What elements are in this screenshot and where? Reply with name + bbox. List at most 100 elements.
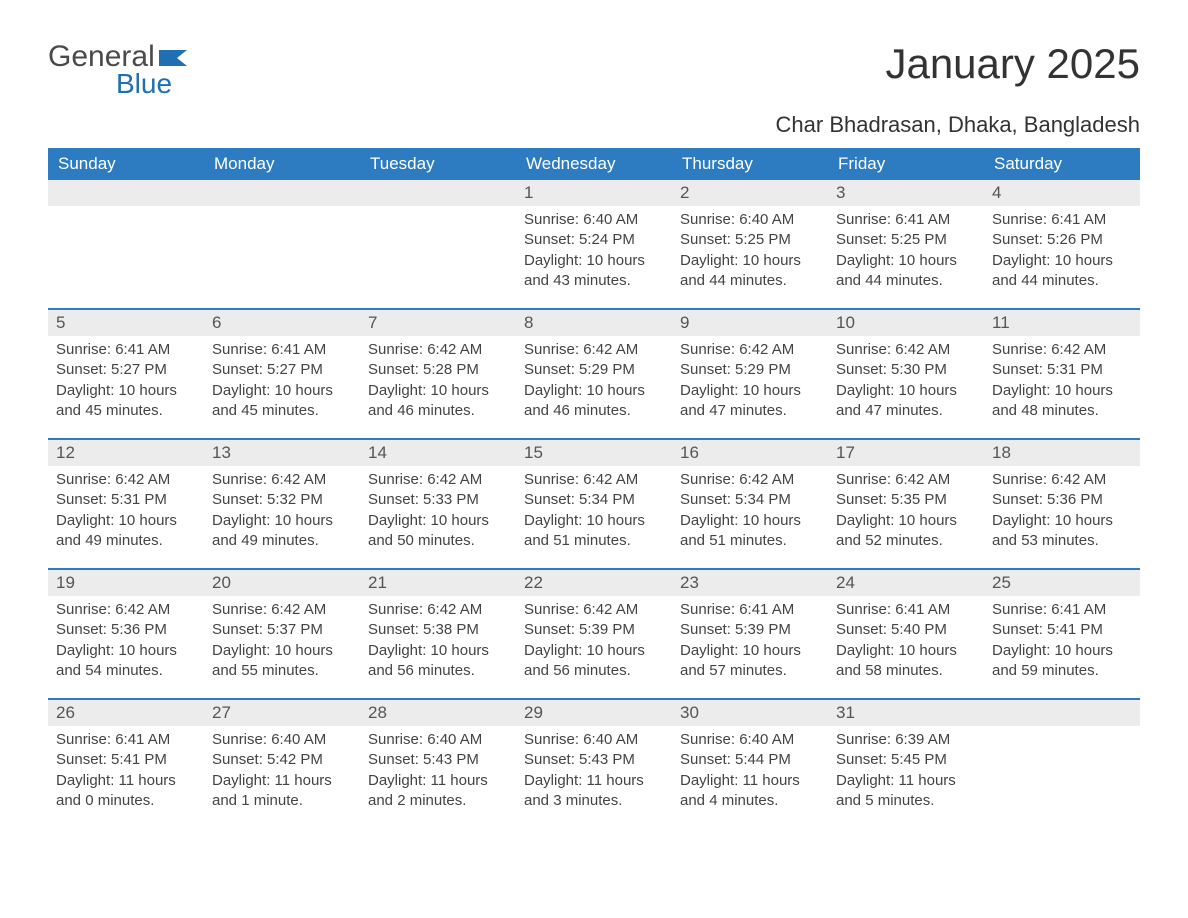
day-body: Sunrise: 6:41 AMSunset: 5:26 PMDaylight:… — [984, 206, 1140, 299]
day-number: 24 — [828, 570, 984, 596]
day-cell: 19Sunrise: 6:42 AMSunset: 5:36 PMDayligh… — [48, 570, 204, 698]
day-number: 21 — [360, 570, 516, 596]
day-cell: 22Sunrise: 6:42 AMSunset: 5:39 PMDayligh… — [516, 570, 672, 698]
day-cell: 12Sunrise: 6:42 AMSunset: 5:31 PMDayligh… — [48, 440, 204, 568]
daylight-text: Daylight: 10 hours and 46 minutes. — [524, 381, 664, 422]
daylight-text: Daylight: 11 hours and 3 minutes. — [524, 771, 664, 812]
day-number: 10 — [828, 310, 984, 336]
day-cell: 24Sunrise: 6:41 AMSunset: 5:40 PMDayligh… — [828, 570, 984, 698]
weekday-label: Saturday — [984, 148, 1140, 180]
day-number: 9 — [672, 310, 828, 336]
daylight-text: Daylight: 10 hours and 49 minutes. — [212, 511, 352, 552]
day-cell: 29Sunrise: 6:40 AMSunset: 5:43 PMDayligh… — [516, 700, 672, 828]
day-number: 25 — [984, 570, 1140, 596]
sunrise-text: Sunrise: 6:40 AM — [524, 210, 664, 230]
day-cell: 20Sunrise: 6:42 AMSunset: 5:37 PMDayligh… — [204, 570, 360, 698]
weekday-label: Thursday — [672, 148, 828, 180]
sunset-text: Sunset: 5:25 PM — [836, 230, 976, 250]
day-number: 14 — [360, 440, 516, 466]
day-number: 15 — [516, 440, 672, 466]
sunset-text: Sunset: 5:31 PM — [56, 490, 196, 510]
day-number: 19 — [48, 570, 204, 596]
day-cell: 6Sunrise: 6:41 AMSunset: 5:27 PMDaylight… — [204, 310, 360, 438]
sunrise-text: Sunrise: 6:40 AM — [680, 210, 820, 230]
day-cell: 28Sunrise: 6:40 AMSunset: 5:43 PMDayligh… — [360, 700, 516, 828]
calendar: Sunday Monday Tuesday Wednesday Thursday… — [48, 148, 1140, 828]
day-cell: 21Sunrise: 6:42 AMSunset: 5:38 PMDayligh… — [360, 570, 516, 698]
day-cell: 11Sunrise: 6:42 AMSunset: 5:31 PMDayligh… — [984, 310, 1140, 438]
daylight-text: Daylight: 10 hours and 58 minutes. — [836, 641, 976, 682]
day-cell: 7Sunrise: 6:42 AMSunset: 5:28 PMDaylight… — [360, 310, 516, 438]
day-body: Sunrise: 6:42 AMSunset: 5:36 PMDaylight:… — [984, 466, 1140, 559]
sunrise-text: Sunrise: 6:42 AM — [56, 600, 196, 620]
sunset-text: Sunset: 5:24 PM — [524, 230, 664, 250]
daylight-text: Daylight: 10 hours and 44 minutes. — [992, 251, 1132, 292]
day-cell: 4Sunrise: 6:41 AMSunset: 5:26 PMDaylight… — [984, 180, 1140, 308]
sunset-text: Sunset: 5:39 PM — [680, 620, 820, 640]
sunset-text: Sunset: 5:40 PM — [836, 620, 976, 640]
day-body: Sunrise: 6:41 AMSunset: 5:27 PMDaylight:… — [48, 336, 204, 429]
sunset-text: Sunset: 5:34 PM — [524, 490, 664, 510]
sunrise-text: Sunrise: 6:41 AM — [680, 600, 820, 620]
sunrise-text: Sunrise: 6:40 AM — [368, 730, 508, 750]
sunrise-text: Sunrise: 6:42 AM — [368, 470, 508, 490]
weekday-header-row: Sunday Monday Tuesday Wednesday Thursday… — [48, 148, 1140, 180]
sunrise-text: Sunrise: 6:42 AM — [992, 470, 1132, 490]
sunrise-text: Sunrise: 6:40 AM — [212, 730, 352, 750]
sunrise-text: Sunrise: 6:40 AM — [680, 730, 820, 750]
daylight-text: Daylight: 11 hours and 4 minutes. — [680, 771, 820, 812]
sunrise-text: Sunrise: 6:39 AM — [836, 730, 976, 750]
day-body: Sunrise: 6:42 AMSunset: 5:35 PMDaylight:… — [828, 466, 984, 559]
day-number: 26 — [48, 700, 204, 726]
day-cell: 25Sunrise: 6:41 AMSunset: 5:41 PMDayligh… — [984, 570, 1140, 698]
day-cell: 5Sunrise: 6:41 AMSunset: 5:27 PMDaylight… — [48, 310, 204, 438]
day-body: Sunrise: 6:40 AMSunset: 5:25 PMDaylight:… — [672, 206, 828, 299]
day-cell: 3Sunrise: 6:41 AMSunset: 5:25 PMDaylight… — [828, 180, 984, 308]
day-body: Sunrise: 6:42 AMSunset: 5:32 PMDaylight:… — [204, 466, 360, 559]
week-row: 5Sunrise: 6:41 AMSunset: 5:27 PMDaylight… — [48, 308, 1140, 438]
sunrise-text: Sunrise: 6:41 AM — [836, 210, 976, 230]
flag-icon — [159, 44, 193, 71]
day-number: 2 — [672, 180, 828, 206]
day-body: Sunrise: 6:39 AMSunset: 5:45 PMDaylight:… — [828, 726, 984, 819]
daylight-text: Daylight: 10 hours and 45 minutes. — [212, 381, 352, 422]
daylight-text: Daylight: 10 hours and 45 minutes. — [56, 381, 196, 422]
day-number: 23 — [672, 570, 828, 596]
sunrise-text: Sunrise: 6:42 AM — [680, 470, 820, 490]
daylight-text: Daylight: 10 hours and 48 minutes. — [992, 381, 1132, 422]
sunset-text: Sunset: 5:41 PM — [56, 750, 196, 770]
sunset-text: Sunset: 5:25 PM — [680, 230, 820, 250]
weekday-label: Monday — [204, 148, 360, 180]
sunset-text: Sunset: 5:27 PM — [56, 360, 196, 380]
weekday-label: Friday — [828, 148, 984, 180]
day-cell: 9Sunrise: 6:42 AMSunset: 5:29 PMDaylight… — [672, 310, 828, 438]
day-body: Sunrise: 6:40 AMSunset: 5:43 PMDaylight:… — [360, 726, 516, 819]
sunrise-text: Sunrise: 6:42 AM — [212, 600, 352, 620]
daylight-text: Daylight: 10 hours and 49 minutes. — [56, 511, 196, 552]
sunset-text: Sunset: 5:43 PM — [524, 750, 664, 770]
day-cell: 16Sunrise: 6:42 AMSunset: 5:34 PMDayligh… — [672, 440, 828, 568]
daylight-text: Daylight: 11 hours and 0 minutes. — [56, 771, 196, 812]
day-cell: 8Sunrise: 6:42 AMSunset: 5:29 PMDaylight… — [516, 310, 672, 438]
day-cell — [360, 180, 516, 308]
day-body: Sunrise: 6:42 AMSunset: 5:36 PMDaylight:… — [48, 596, 204, 689]
day-cell: 13Sunrise: 6:42 AMSunset: 5:32 PMDayligh… — [204, 440, 360, 568]
sunset-text: Sunset: 5:29 PM — [524, 360, 664, 380]
sunset-text: Sunset: 5:43 PM — [368, 750, 508, 770]
daylight-text: Daylight: 10 hours and 56 minutes. — [524, 641, 664, 682]
sunset-text: Sunset: 5:39 PM — [524, 620, 664, 640]
header: General Blue January 2025 — [48, 40, 1140, 100]
day-number: 3 — [828, 180, 984, 206]
day-cell: 23Sunrise: 6:41 AMSunset: 5:39 PMDayligh… — [672, 570, 828, 698]
day-cell: 14Sunrise: 6:42 AMSunset: 5:33 PMDayligh… — [360, 440, 516, 568]
day-body: Sunrise: 6:42 AMSunset: 5:31 PMDaylight:… — [48, 466, 204, 559]
day-cell: 17Sunrise: 6:42 AMSunset: 5:35 PMDayligh… — [828, 440, 984, 568]
day-body: Sunrise: 6:41 AMSunset: 5:25 PMDaylight:… — [828, 206, 984, 299]
sunset-text: Sunset: 5:45 PM — [836, 750, 976, 770]
day-number: 6 — [204, 310, 360, 336]
sunrise-text: Sunrise: 6:41 AM — [56, 730, 196, 750]
sunset-text: Sunset: 5:26 PM — [992, 230, 1132, 250]
daylight-text: Daylight: 10 hours and 50 minutes. — [368, 511, 508, 552]
day-cell: 30Sunrise: 6:40 AMSunset: 5:44 PMDayligh… — [672, 700, 828, 828]
page-title: January 2025 — [885, 40, 1140, 88]
